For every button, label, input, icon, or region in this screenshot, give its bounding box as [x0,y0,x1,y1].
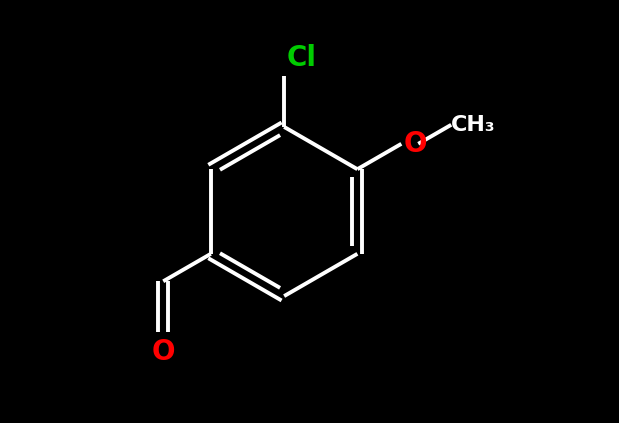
Text: CH₃: CH₃ [451,115,496,135]
Text: Cl: Cl [286,44,316,72]
Text: O: O [152,338,175,366]
Text: O: O [404,130,427,158]
